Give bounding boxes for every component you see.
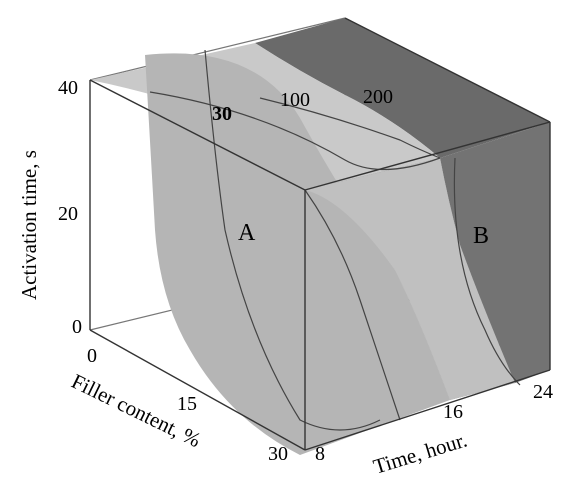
time-tick-8: 8 (315, 443, 325, 465)
contour-b-line (453, 157, 521, 386)
contour-label-30: 30 (212, 103, 232, 125)
region-a-label: A (238, 220, 256, 246)
cube-front-edges (89, 17, 551, 451)
region-a-shell (145, 53, 450, 456)
region-b-front (440, 122, 550, 383)
filler-tick-30: 30 (268, 443, 288, 465)
contour-200-line (259, 97, 441, 159)
region-a-front-face (305, 158, 515, 400)
filler-tick-15: 15 (177, 393, 197, 415)
time-axis-title: Time, hour. (370, 428, 469, 477)
time-tick-24: 24 (533, 381, 553, 403)
time-tick-16: 16 (443, 401, 463, 423)
contour-front-line (304, 189, 401, 421)
activation-tick-40: 40 (58, 77, 78, 99)
region-b-label: B (473, 223, 489, 249)
contour-label-200: 200 (363, 86, 393, 108)
activation-tick-20: 20 (58, 203, 78, 225)
region-a-surface (90, 43, 515, 456)
filler-tick-0: 0 (87, 345, 97, 367)
region-b-top (255, 18, 550, 158)
activation-tick-0: 0 (72, 316, 82, 338)
contour-lines (149, 49, 521, 431)
activation-time-axis-title: Activation time, s (17, 150, 41, 300)
contour-label-100: 100 (280, 89, 310, 111)
contour-100-line (149, 91, 441, 171)
